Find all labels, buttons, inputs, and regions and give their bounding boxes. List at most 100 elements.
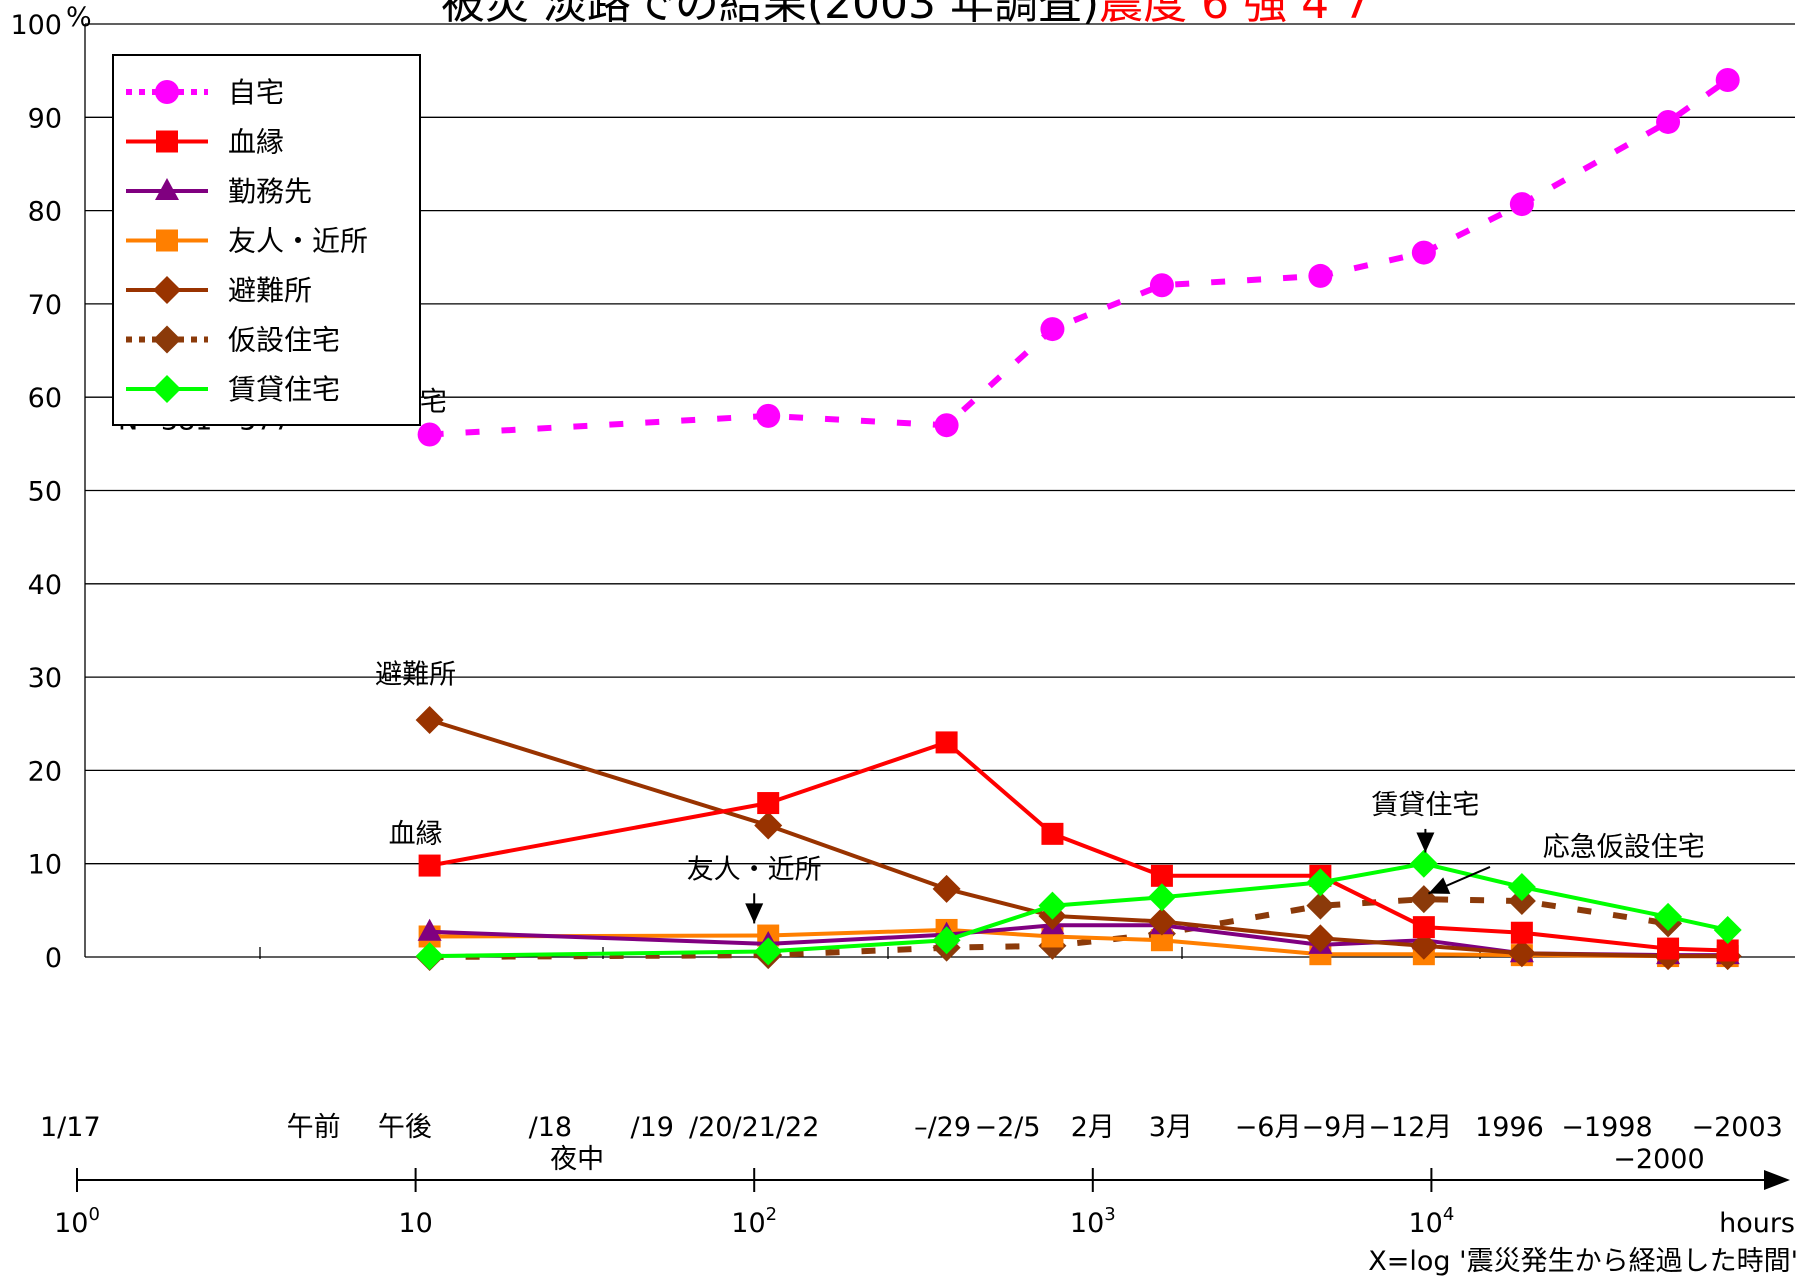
x-caption: X=log '震災発生から経過した時間': [1368, 1246, 1798, 1277]
legend-marker: [156, 229, 178, 252]
y-tick-label: 0: [45, 943, 62, 974]
data-point: [756, 403, 781, 428]
data-point: [418, 854, 441, 877]
y-tick-label: 90: [28, 103, 62, 134]
series-line: [429, 861, 1729, 959]
data-point: [417, 422, 442, 447]
series-line: [429, 740, 1728, 953]
data-point: [1306, 891, 1335, 920]
category-label: 午前: [287, 1112, 341, 1143]
data-point: [757, 792, 780, 815]
legend-label: 賃貸住宅: [228, 373, 340, 406]
x-tick-label: 100: [54, 1204, 100, 1239]
legend-entry: 賃貸住宅: [126, 373, 340, 406]
legend-marker: [153, 325, 181, 354]
data-point: [415, 706, 444, 735]
category-label: 2月: [1071, 1112, 1115, 1143]
data-point: [1657, 937, 1680, 960]
series-line: [429, 77, 1730, 438]
x-tick-label: 102: [731, 1204, 777, 1239]
annotation-arrowhead: [1428, 877, 1451, 894]
data-point: [417, 918, 442, 941]
data-point: [1306, 924, 1335, 953]
x-unit-label: hours: [1719, 1208, 1795, 1239]
data-point: [1147, 883, 1176, 912]
legend-entry: 友人・近所: [126, 225, 368, 258]
legend-label: 勤務先: [228, 175, 312, 208]
annotation-arrowhead: [1416, 832, 1435, 853]
legend-label: 自宅: [228, 76, 284, 109]
y-tick-label: 50: [28, 477, 62, 508]
category-label: −6月−9月−12月: [1235, 1112, 1453, 1143]
legend-label: 仮設住宅: [228, 324, 340, 357]
data-point: [1040, 317, 1065, 342]
y-axis-unit: %: [66, 2, 92, 33]
y-axis-ticks: 0 10 20 30 40 50 60 70 80 90 100: [10, 10, 62, 974]
data-point: [1507, 873, 1536, 902]
annotation: 応急仮設住宅: [1543, 832, 1705, 863]
annotation: 友人・近所: [687, 854, 822, 885]
data-point: [1306, 868, 1335, 897]
legend-label: 避難所: [228, 274, 312, 307]
data-point: [1713, 915, 1742, 944]
y-tick-label: 30: [28, 663, 62, 694]
y-tick-label: 100: [10, 10, 62, 41]
data-point: [1716, 939, 1739, 962]
legend-entry: 血縁: [126, 126, 284, 159]
y-tick-label: 10: [28, 850, 62, 881]
x-axis-arrowhead: [1764, 1170, 1790, 1190]
annotation: 避難所: [375, 659, 456, 690]
data-point: [1411, 240, 1436, 265]
data-point: [1038, 891, 1067, 920]
legend-entry: 自宅: [126, 76, 284, 109]
data-point: [1507, 939, 1536, 968]
category-label: –/29: [914, 1112, 971, 1143]
legend-marker: [153, 375, 181, 403]
data-point: [1150, 864, 1173, 887]
annotation: 血縁: [389, 819, 443, 850]
legend-label: 血縁: [228, 126, 284, 159]
series-line: [429, 718, 1728, 959]
series-7: [415, 849, 1742, 971]
data-point: [415, 942, 444, 971]
legend-entry: 仮設住宅: [126, 324, 340, 357]
category-label: /18: [529, 1112, 572, 1143]
category-label: /20/21/22: [689, 1112, 819, 1143]
data-point: [754, 811, 783, 840]
data-point: [1041, 822, 1064, 845]
data-point: [1654, 902, 1683, 931]
data-point: [935, 731, 958, 754]
category-label: 1996: [1475, 1112, 1544, 1143]
category-label: 1/17: [40, 1112, 101, 1143]
category-label: −2/5: [974, 1112, 1040, 1143]
series-1: [417, 67, 1740, 447]
legend-marker: [155, 178, 179, 200]
data-point: [1409, 849, 1438, 878]
data-point: [754, 937, 783, 966]
x-tick-label: 103: [1070, 1204, 1116, 1239]
y-tick-label: 70: [28, 290, 62, 321]
data-point: [1510, 921, 1533, 944]
x-tick-label: 104: [1408, 1204, 1454, 1239]
data-point: [1147, 907, 1176, 936]
data-point: [1715, 67, 1740, 92]
series-group: [415, 67, 1742, 971]
data-point: [932, 926, 961, 955]
legend-entry: 勤務先: [126, 175, 312, 208]
x-axis: 100 10 102 103 104 hours X=log '震災発生から経過した時間': [54, 1168, 1798, 1277]
data-point: [1150, 929, 1173, 952]
data-point: [934, 413, 959, 438]
category-label: 3月: [1149, 1112, 1193, 1143]
y-tick-label: 80: [28, 197, 62, 228]
category-label: 夜中: [550, 1144, 604, 1175]
legend-entry: 避難所: [126, 274, 312, 307]
y-tick-label: 60: [28, 383, 62, 414]
category-label: 午後: [378, 1112, 432, 1143]
y-tick-label: 40: [28, 570, 62, 601]
annotation: 賃貸住宅: [1371, 790, 1479, 821]
category-label: −1998: [1561, 1112, 1652, 1143]
